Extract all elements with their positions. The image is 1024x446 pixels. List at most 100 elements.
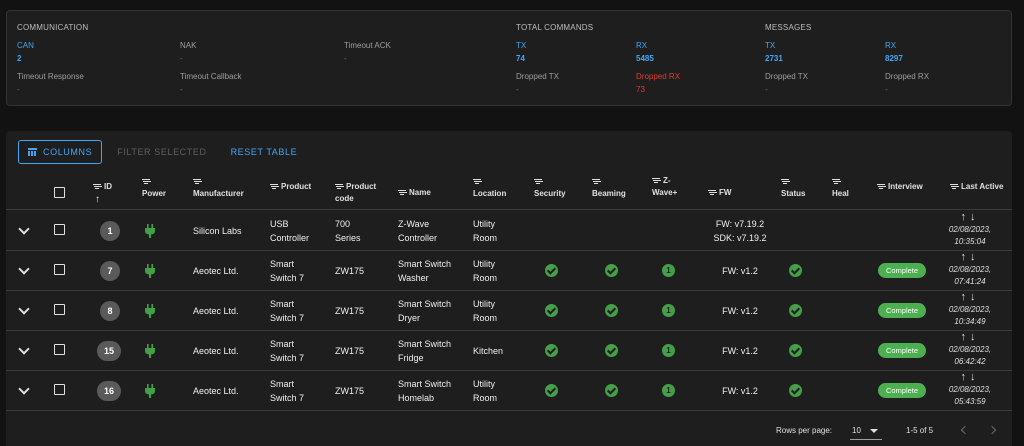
product-cell: USB Controller — [270, 219, 310, 243]
node-id-badge: 16 — [97, 381, 121, 401]
communication-section: COMMUNICATION CAN 2 NAK - Timeout ACK - … — [17, 11, 507, 105]
next-page-icon[interactable] — [987, 425, 997, 435]
expand-chevron-icon[interactable] — [18, 263, 30, 275]
filter-icon[interactable] — [950, 183, 958, 190]
caret-down-icon[interactable] — [870, 429, 878, 433]
filter-icon[interactable] — [592, 178, 600, 185]
header-product[interactable]: Product — [270, 181, 311, 193]
reset-table-button[interactable]: RESET TABLE — [230, 147, 298, 157]
table-pagination: Rows per page: 10 1-5 of 5 — [6, 417, 1012, 446]
product-code-cell: ZW175 — [335, 266, 365, 276]
expand-chevron-icon[interactable] — [18, 223, 30, 235]
row-checkbox[interactable] — [54, 264, 65, 275]
location-cell: Utility Room — [473, 299, 498, 323]
table-row[interactable]: 8 Aeotec Ltd. Smart Switch 7 ZW175 Smart … — [6, 291, 1012, 331]
header-security[interactable]: Security — [534, 176, 566, 200]
firmware-cell: FW: v1.2 — [722, 266, 758, 276]
filter-icon[interactable] — [652, 177, 660, 184]
select-underline — [850, 439, 882, 440]
header-beaming[interactable]: Beaming — [592, 176, 626, 200]
messages-section: MESSAGES TX 2731 RX 8297 Dropped TX - Dr… — [765, 11, 1005, 105]
filter-icon[interactable] — [93, 183, 101, 190]
row-checkbox[interactable] — [54, 384, 65, 395]
pagination-range: 1-5 of 5 — [906, 426, 934, 435]
expand-chevron-icon[interactable] — [18, 343, 30, 355]
stat-messages-rx: RX 8297 — [885, 41, 903, 63]
header-fw[interactable]: FW — [708, 187, 731, 199]
name-cell: Smart Switch Washer — [398, 259, 452, 283]
filter-icon[interactable] — [534, 178, 542, 185]
total-commands-title: TOTAL COMMANDS — [516, 23, 594, 32]
node-id-badge: 8 — [100, 301, 120, 321]
header-manufacturer[interactable]: Manufacturer — [193, 176, 244, 200]
row-checkbox[interactable] — [54, 344, 65, 355]
filter-icon[interactable] — [193, 178, 201, 185]
status-alive-icon — [789, 384, 802, 397]
power-plug-icon — [145, 304, 155, 318]
header-last-active[interactable]: Last Active — [950, 181, 1003, 193]
table-row[interactable]: 7 Aeotec Ltd. Smart Switch 7 ZW175 Smart … — [6, 251, 1012, 291]
stat-commands-rx: RX 5485 — [636, 41, 654, 63]
table-row[interactable]: 1 Silicon Labs USB Controller 700 Series Z… — [6, 211, 1012, 251]
header-product-code[interactable]: Product code — [335, 182, 377, 203]
stat-can: CAN 2 — [17, 41, 34, 63]
interview-status-badge: Complete — [878, 383, 926, 398]
node-id-badge: 15 — [97, 341, 121, 361]
header-zwave-plus[interactable]: Z- Wave+ — [652, 176, 678, 197]
zwave-plus-version-icon: 1 — [662, 264, 675, 277]
nodes-table-panel: COLUMNS FILTER SELECTED RESET TABLE ID ↑… — [6, 131, 1012, 446]
name-cell: Smart Switch Fridge — [398, 339, 452, 363]
filter-icon[interactable] — [270, 183, 278, 190]
previous-page-icon[interactable] — [960, 425, 970, 435]
security-check-icon — [545, 344, 558, 357]
manufacturer-cell: Aeotec Ltd. — [193, 306, 239, 316]
header-interview[interactable]: Interview — [877, 181, 923, 193]
expand-chevron-icon[interactable] — [18, 303, 30, 315]
expand-chevron-icon[interactable] — [18, 383, 30, 395]
statistics-panel: COMMUNICATION CAN 2 NAK - Timeout ACK - … — [6, 10, 1012, 106]
table-row[interactable]: 16 Aeotec Ltd. Smart Switch 7 ZW175 Smart… — [6, 371, 1012, 411]
product-code-cell: ZW175 — [335, 346, 365, 356]
stat-commands-dropped-rx: Dropped RX 73 — [636, 72, 681, 94]
filter-icon[interactable] — [781, 178, 789, 185]
power-plug-icon — [145, 224, 155, 238]
filter-selected-button[interactable]: FILTER SELECTED — [117, 147, 207, 157]
status-alive-icon — [789, 304, 802, 317]
rows-per-page-label: Rows per page: — [776, 426, 833, 435]
stat-commands-dropped-tx: Dropped TX - — [516, 72, 559, 94]
columns-button[interactable]: COLUMNS — [18, 140, 103, 164]
table-header: ID ↑ Power Manufacturer Product Product … — [6, 171, 1012, 210]
filter-icon[interactable] — [877, 183, 885, 190]
filter-icon[interactable] — [473, 178, 481, 185]
stat-messages-dropped-tx: Dropped TX - — [765, 72, 808, 94]
filter-icon[interactable] — [832, 178, 840, 185]
last-active-cell: ↑↓ 02/08/2023, 05:43:59 — [930, 371, 1010, 408]
filter-icon[interactable] — [335, 183, 343, 190]
interview-status-badge: Complete — [878, 263, 926, 278]
manufacturer-cell: Aeotec Ltd. — [193, 346, 239, 356]
header-status[interactable]: Status — [781, 176, 805, 200]
location-cell: Utility Room — [473, 219, 498, 243]
location-cell: Utility Room — [473, 379, 498, 403]
stat-timeout-callback: Timeout Callback - — [180, 72, 242, 94]
filter-icon[interactable] — [398, 189, 406, 196]
rows-per-page-select[interactable]: 10 — [852, 426, 861, 435]
header-name[interactable]: Name — [398, 187, 431, 199]
filter-icon[interactable] — [142, 178, 150, 185]
filter-icon[interactable] — [708, 189, 716, 196]
header-id[interactable]: ID — [93, 181, 112, 193]
row-checkbox[interactable] — [54, 304, 65, 315]
interview-status-badge: Complete — [878, 303, 926, 318]
header-location[interactable]: Location — [473, 176, 506, 200]
stat-timeout-response: Timeout Response - — [17, 72, 84, 94]
table-row[interactable]: 15 Aeotec Ltd. Smart Switch 7 ZW175 Smart… — [6, 331, 1012, 371]
table-toolbar: COLUMNS FILTER SELECTED RESET TABLE — [18, 140, 306, 164]
header-heal[interactable]: Heal — [832, 176, 849, 200]
product-cell: Smart Switch 7 — [270, 339, 305, 363]
header-power[interactable]: Power — [142, 176, 166, 200]
select-all-checkbox[interactable] — [54, 187, 65, 198]
power-plug-icon — [145, 264, 155, 278]
row-checkbox[interactable] — [54, 224, 65, 235]
sort-ascending-icon[interactable]: ↑ — [95, 194, 100, 205]
status-alive-icon — [789, 264, 802, 277]
